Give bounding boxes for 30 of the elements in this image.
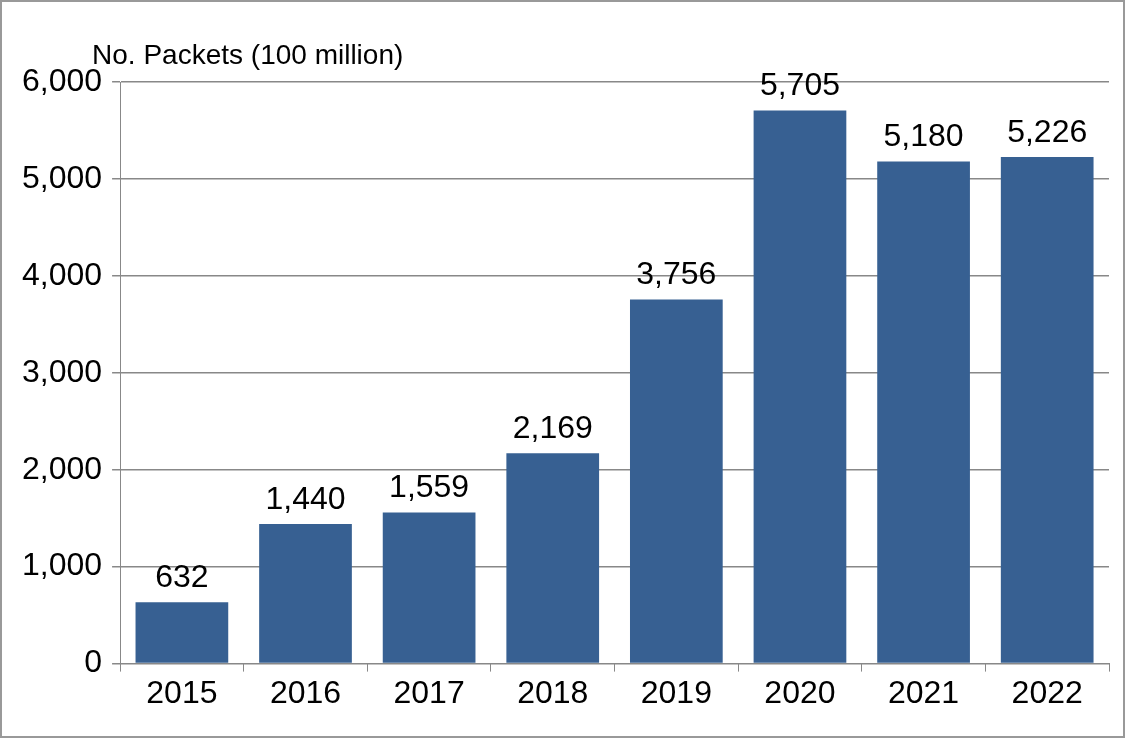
data-label: 3,756 bbox=[636, 255, 717, 292]
bar bbox=[382, 512, 476, 663]
bar bbox=[753, 110, 847, 663]
bar bbox=[135, 602, 229, 663]
x-tick-label: 2021 bbox=[887, 673, 960, 710]
y-tick-label: 3,000 bbox=[22, 352, 103, 389]
bar bbox=[629, 299, 723, 663]
bar bbox=[1000, 157, 1094, 663]
y-tick-label: 0 bbox=[84, 643, 103, 680]
x-tick-label: 2022 bbox=[1011, 673, 1083, 710]
data-label: 1,559 bbox=[389, 468, 470, 505]
y-tick-label: 1,000 bbox=[22, 546, 103, 583]
x-tick-label: 2018 bbox=[517, 673, 589, 710]
x-tick-label: 2020 bbox=[764, 673, 836, 710]
bar bbox=[877, 161, 970, 663]
data-label: 5,180 bbox=[883, 117, 964, 154]
data-label: 1,440 bbox=[265, 479, 346, 516]
y-tick-label: 4,000 bbox=[22, 255, 103, 292]
data-label: 5,226 bbox=[1007, 112, 1088, 149]
y-tick-label: 5,000 bbox=[22, 158, 103, 195]
data-label: 5,705 bbox=[759, 66, 840, 103]
data-label: 632 bbox=[155, 558, 209, 595]
y-tick-label: 2,000 bbox=[22, 449, 103, 486]
x-tick-label: 2015 bbox=[146, 673, 218, 710]
x-tick-label: 2017 bbox=[393, 673, 465, 710]
data-label: 2,169 bbox=[512, 409, 593, 446]
bar bbox=[506, 453, 600, 663]
x-tick-label: 2016 bbox=[269, 673, 342, 710]
bar bbox=[259, 524, 352, 663]
x-tick-label: 2019 bbox=[640, 673, 712, 710]
